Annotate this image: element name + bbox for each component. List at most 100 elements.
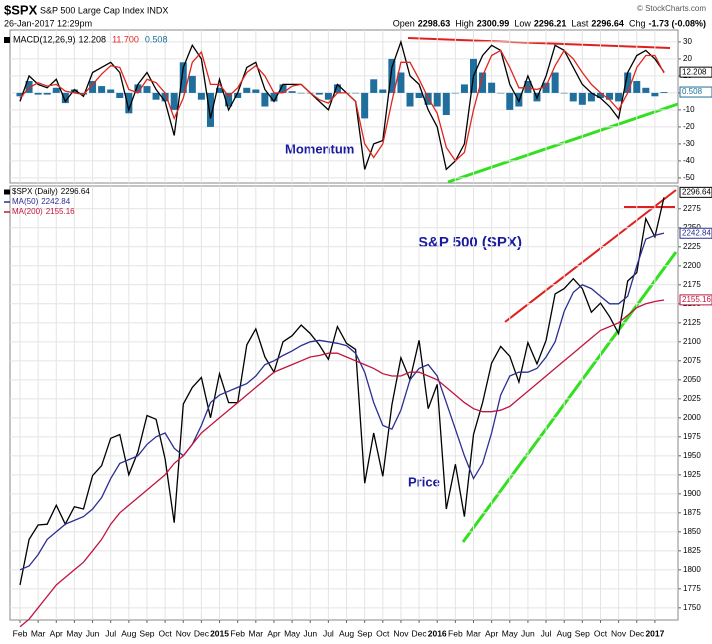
histogram-bar [89, 81, 97, 93]
annotation: Price [408, 474, 440, 489]
legend-name: MA(50) [12, 197, 39, 206]
histogram-bar [651, 92, 659, 97]
y-tick-label: 1925 [683, 470, 701, 479]
histogram-bar [107, 89, 115, 93]
value-tag [679, 66, 712, 78]
credit: © StockCharts.com [637, 4, 706, 13]
histogram-bar [143, 86, 151, 93]
histogram-bar [488, 82, 496, 93]
x-tick-label: 2015 [210, 628, 229, 638]
histogram-bar [333, 84, 341, 93]
histogram-bar [615, 92, 623, 102]
y-tick-label: 2025 [683, 394, 701, 403]
histogram-bar [243, 87, 251, 93]
trend-line [461, 251, 678, 543]
x-tick-label: Dec [629, 628, 645, 638]
histogram-bar [560, 92, 568, 94]
histogram-bar [542, 82, 550, 93]
legend-value: 0.508 [145, 34, 168, 44]
histogram-bar [352, 92, 360, 94]
value-tag-label: 2296.64 [682, 187, 711, 196]
quote-value: 2296.21 [534, 18, 567, 28]
histogram-bar [252, 89, 260, 93]
legend-value: 2155.16 [46, 207, 75, 216]
x-tick-label: Oct [376, 628, 390, 638]
legend-name: $SPX (Daily) [12, 187, 58, 196]
histogram-bar [16, 92, 24, 97]
x-tick-label: Sep [357, 628, 372, 638]
histogram-bar [379, 89, 387, 93]
x-tick-label: Aug [121, 628, 136, 638]
y-tick-label: 2000 [683, 413, 701, 422]
histogram-bar [433, 92, 441, 107]
x-tick-label: Nov [393, 628, 409, 638]
y-tick-label: 2175 [683, 280, 701, 289]
value-tag-label: 12.208 [682, 67, 707, 76]
y-tick-label: 2250 [683, 223, 701, 232]
histogram-bar [98, 86, 106, 93]
histogram-bar [415, 92, 423, 98]
x-tick-label: Apr [50, 628, 63, 638]
x-tick-label: May [66, 628, 83, 638]
x-tick-label: Oct [594, 628, 608, 638]
y-tick-label: 30 [683, 37, 692, 46]
series-line [19, 232, 665, 571]
y-tick-label: 1850 [683, 527, 701, 536]
quote-label: Chg [629, 18, 646, 28]
histogram-bar [225, 92, 233, 107]
histogram-bar [270, 92, 278, 102]
chart-title: S&P 500 (SPX) [418, 234, 522, 251]
trend-line [504, 189, 677, 323]
y-tick-label: 20 [683, 54, 692, 63]
histogram-bar [288, 91, 296, 93]
histogram-bar [633, 81, 641, 93]
value-tag [679, 227, 712, 239]
quote-value: 2296.64 [591, 18, 624, 28]
histogram-bar [52, 87, 60, 93]
histogram-bar [451, 92, 459, 94]
x-tick-label: Nov [176, 628, 192, 638]
legend-value: 12.208 [79, 34, 107, 44]
trend-line [447, 102, 679, 184]
histogram-bar [587, 92, 595, 102]
histogram-bar [297, 92, 305, 94]
x-tick-label: Mar [466, 628, 481, 638]
histogram-bar [642, 87, 650, 93]
x-tick-label: Jul [105, 628, 116, 638]
legend-name: MA(200) [12, 207, 43, 216]
histogram-bar [279, 84, 287, 93]
x-tick-label: Jun [86, 628, 100, 638]
legend-value: 2296.64 [61, 187, 90, 196]
histogram-bar [206, 92, 214, 127]
histogram-bar [506, 92, 514, 110]
histogram-bar [43, 92, 51, 95]
histogram-bar [70, 89, 78, 93]
x-tick-label: Mar [31, 628, 46, 638]
series-line [19, 197, 665, 586]
y-tick-label: 2075 [683, 356, 701, 365]
x-tick-label: Aug [339, 628, 354, 638]
histogram-bar [125, 92, 133, 114]
quote-value: 2300.99 [477, 18, 510, 28]
x-tick-label: Mar [248, 628, 263, 638]
y-tick-label: 1975 [683, 432, 701, 441]
value-tag-label: 2155.16 [682, 295, 711, 304]
value-tag-label: 2242.84 [682, 228, 711, 237]
histogram-bar [324, 92, 332, 100]
histogram-bar [25, 81, 33, 93]
x-tick-label: Apr [485, 628, 498, 638]
y-tick-label: 1750 [683, 603, 701, 612]
histogram-bar [524, 81, 532, 93]
y-tick-label: 2200 [683, 261, 701, 270]
x-tick-label: Nov [611, 628, 627, 638]
legend-swatch [4, 37, 10, 43]
histogram-bar [397, 72, 405, 93]
macd-panel [9, 29, 679, 184]
y-tick-label: 1775 [683, 584, 701, 593]
histogram-bar [261, 92, 269, 107]
histogram-bar [460, 84, 468, 93]
histogram-bar [497, 92, 505, 94]
histogram-bar [170, 92, 178, 110]
histogram-bar [116, 92, 124, 98]
legend-value: 11.700 [112, 34, 139, 44]
